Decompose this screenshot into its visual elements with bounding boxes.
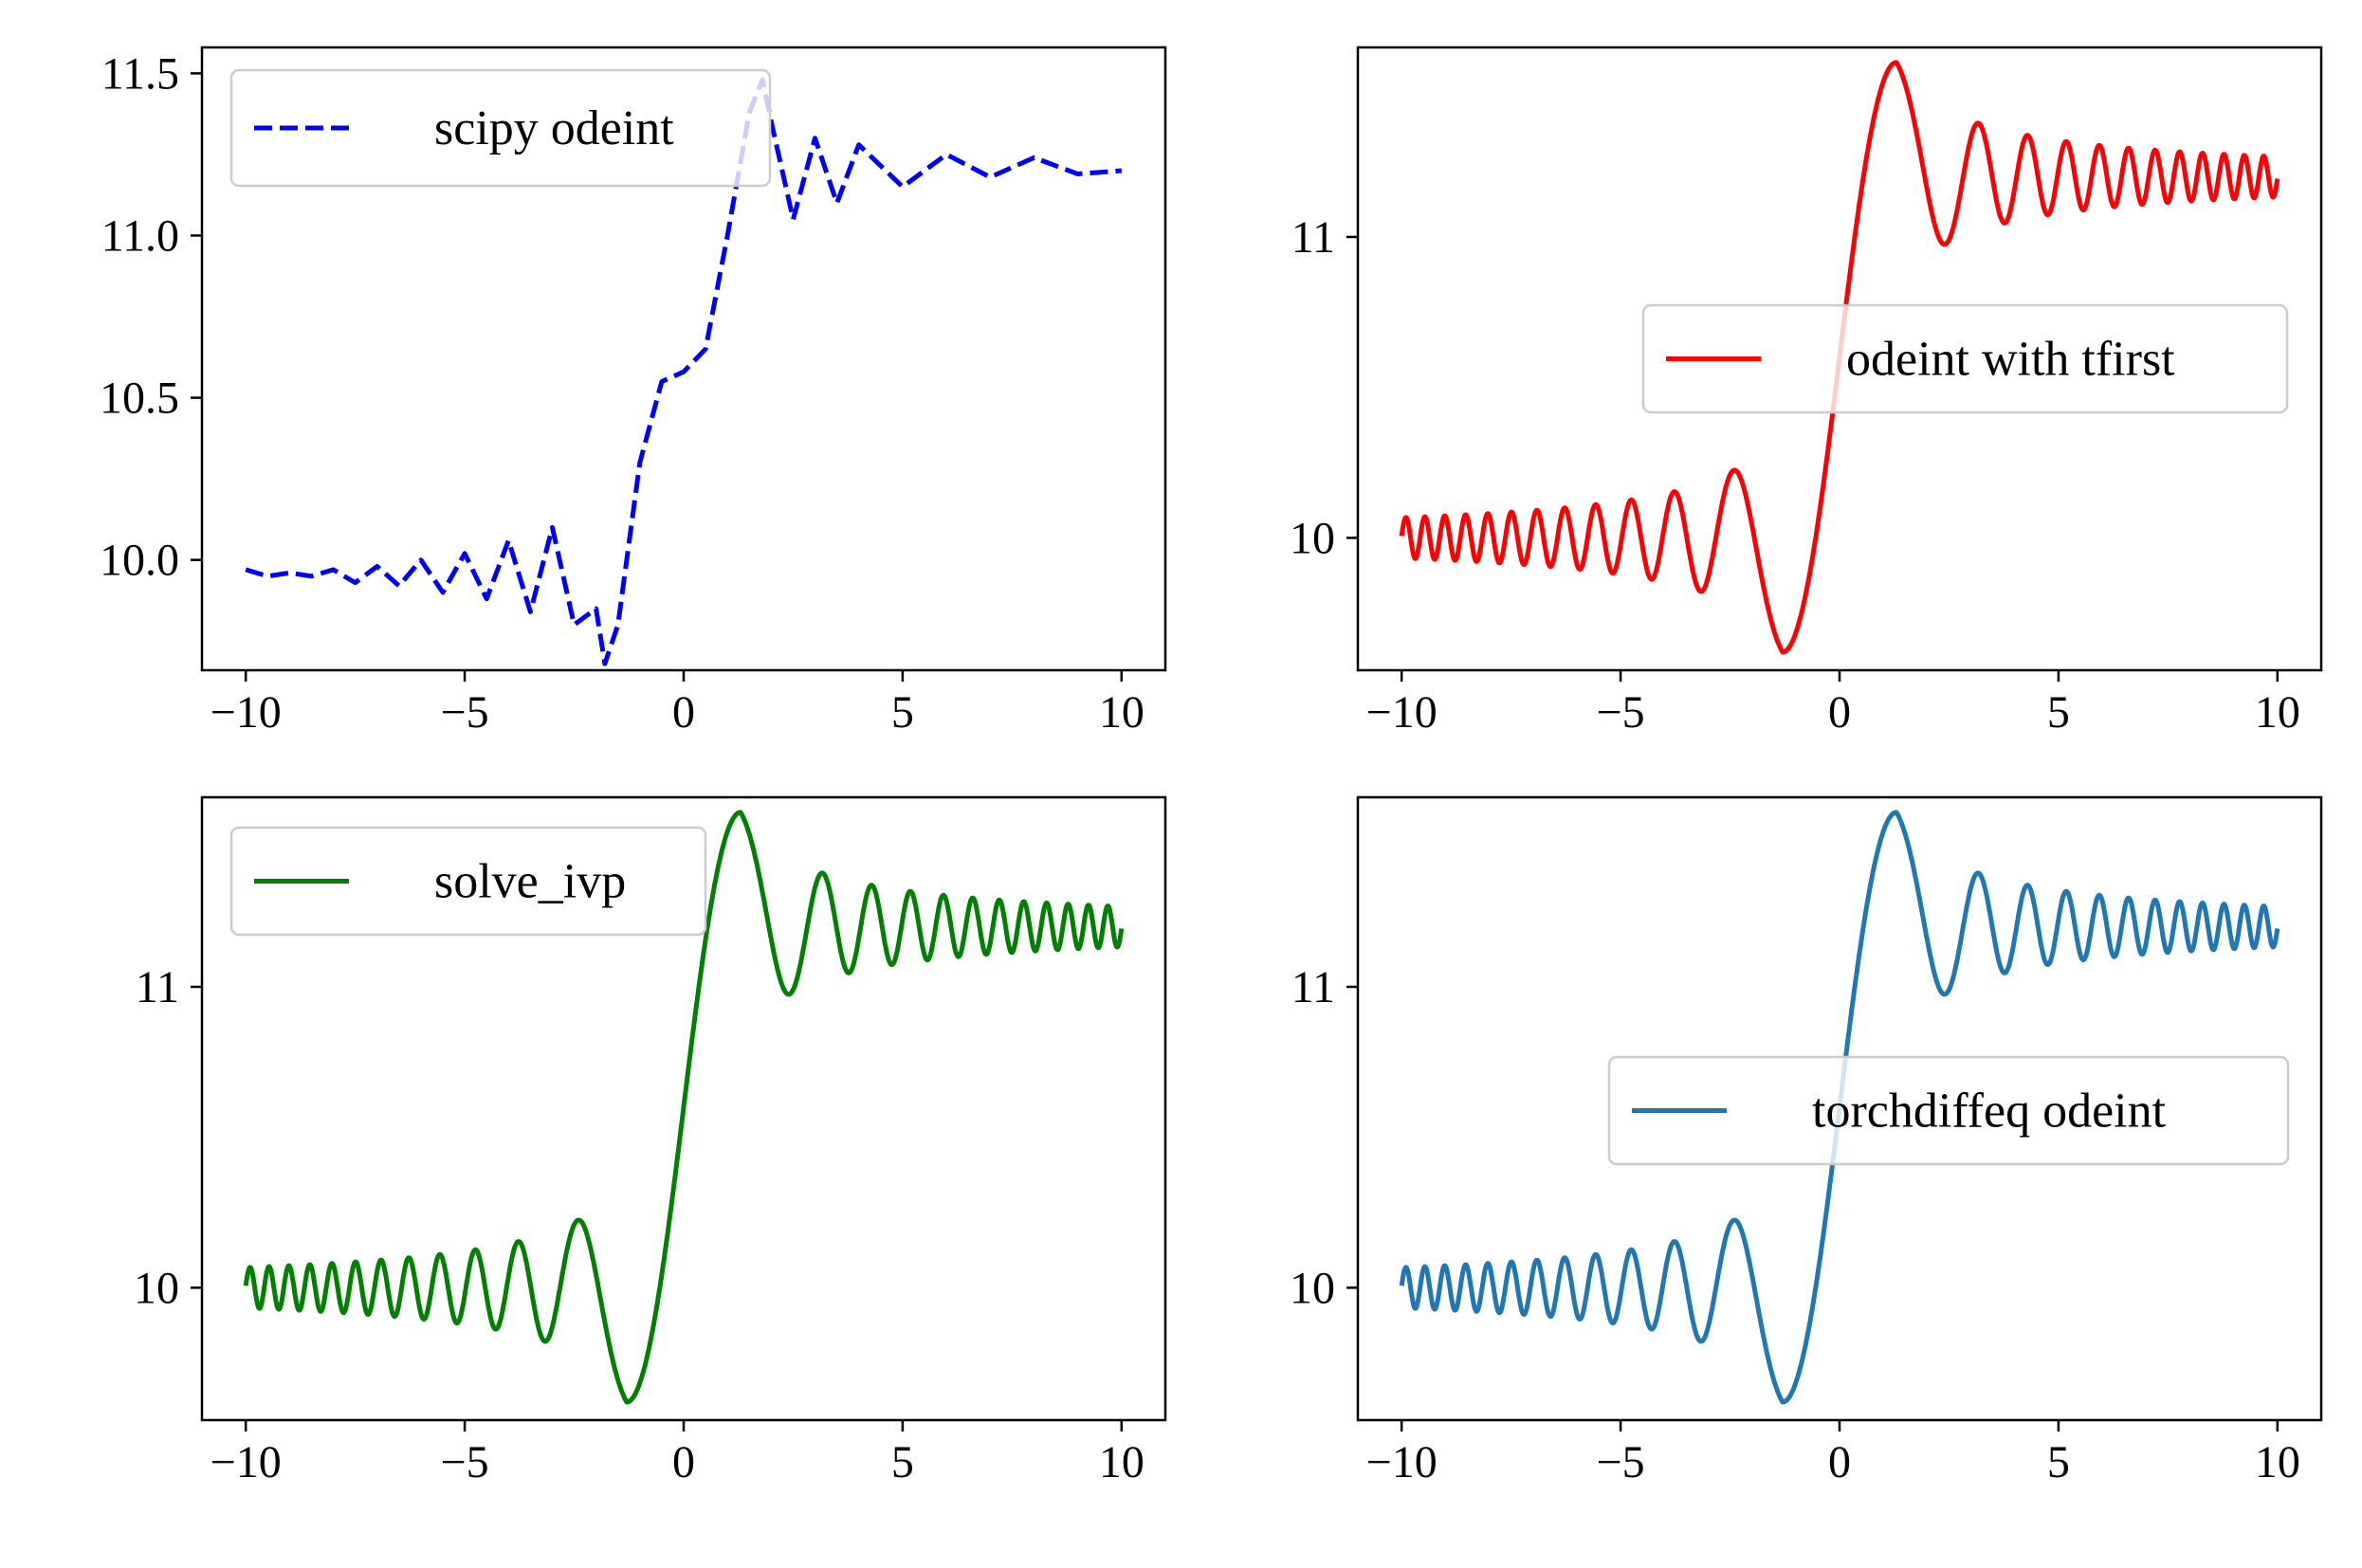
subplot-top-left: −10 −5 0 5 10 10.0 10.5 11.0 11.5 scipy odeint [100, 46, 1167, 738]
legend: scipy odeint [229, 68, 772, 188]
legend-label: odeint with tfirst [1846, 333, 2175, 387]
subplot-top-right: −10 −5 0 5 10 10 11 odeint with tfirst [1290, 46, 2323, 738]
y-tick-label: 11 [1291, 212, 1335, 263]
series-line-scipy-odeint [245, 77, 1122, 666]
y-tick-label: 11 [136, 962, 179, 1012]
legend-label: torchdiffeq odeint [1812, 1085, 2167, 1139]
x-tick-label: 0 [672, 687, 695, 738]
y-tick-label: 11.0 [101, 210, 179, 261]
y-tick-label: 10 [1290, 513, 1335, 563]
x-tick-label: −5 [441, 687, 489, 738]
y-tick-label: 11 [1291, 962, 1335, 1012]
x-tick-label: 10 [1099, 687, 1144, 738]
legend-label: scipy odeint [434, 101, 674, 155]
x-tick-label: −5 [1597, 1437, 1645, 1487]
subplot-bottom-left: −10 −5 0 5 10 10 11 solve_ivp [134, 795, 1167, 1487]
y-tick-label: 10.0 [100, 536, 179, 586]
x-tick-label: 5 [891, 687, 914, 738]
x-tick-label: 10 [2255, 687, 2300, 738]
x-tick-label: −5 [1597, 687, 1645, 738]
x-tick-label: 5 [891, 1437, 914, 1487]
x-tick-label: 0 [672, 1437, 695, 1487]
y-tick-label: 10.5 [100, 374, 179, 424]
x-tick-label: 10 [1099, 1437, 1144, 1487]
legend: odeint with tfirst [1641, 303, 2289, 414]
x-tick-label: 5 [2047, 1437, 2070, 1487]
x-tick-label: −5 [441, 1437, 489, 1487]
x-tick-label: 10 [2255, 1437, 2300, 1487]
x-tick-label: 5 [2047, 687, 2070, 738]
subplot-bottom-right: −10 −5 0 5 10 10 11 torchdiffeq odeint [1290, 795, 2323, 1487]
y-tick-label: 10 [1290, 1263, 1335, 1313]
y-tick-label: 11.5 [101, 48, 179, 99]
legend-label: solve_ivp [434, 855, 626, 909]
x-tick-label: 0 [1828, 687, 1851, 738]
x-tick-label: −10 [211, 687, 282, 738]
x-tick-label: −10 [1366, 687, 1437, 738]
y-tick-label: 10 [134, 1263, 179, 1313]
x-tick-label: 0 [1828, 1437, 1851, 1487]
x-tick-label: −10 [1366, 1437, 1437, 1487]
x-tick-label: −10 [211, 1437, 282, 1487]
series-line-solve-ivp [243, 810, 1125, 1405]
legend: solve_ivp [229, 826, 707, 937]
legend: torchdiffeq odeint [1607, 1055, 2290, 1166]
